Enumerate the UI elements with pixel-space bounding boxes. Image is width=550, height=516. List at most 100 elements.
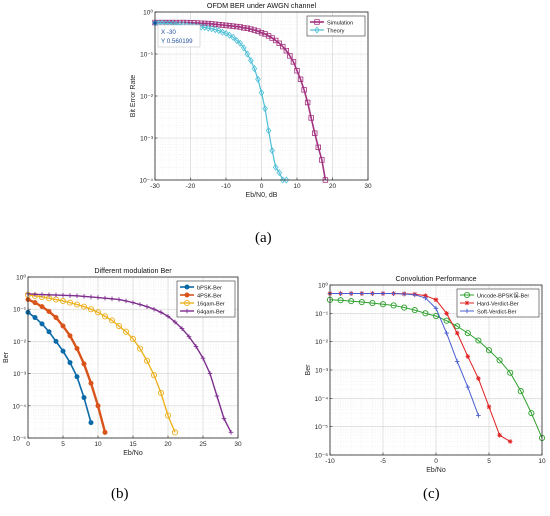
data-point [94,309,102,316]
data-point [74,346,80,352]
data-point [123,298,129,304]
datatip-anchor [153,21,157,25]
data-point [226,31,233,39]
data-point [46,329,52,335]
data-point [287,53,293,59]
x-tick-label: 5 [61,441,65,448]
data-point [129,335,137,342]
data-point [248,56,254,65]
data-point [465,354,471,359]
data-point [338,291,343,296]
data-point [226,23,233,29]
data-point [454,323,461,330]
caption-a: (a) [255,230,272,246]
x-tick-label: 0 [260,183,264,190]
x-tick-label: 30 [234,441,242,448]
data-point [150,372,158,379]
data-point [32,315,38,321]
data-point [179,326,185,331]
data-point [130,300,136,305]
y-tick-label: 10⁻⁴ [140,178,154,185]
x-tick-label: 10 [94,441,102,448]
data-point [230,23,236,29]
data-point [208,25,215,33]
legend-marker [184,284,190,290]
chart-title: Convolution Performance [395,274,476,283]
x-tick-label: -10 [325,458,335,465]
x-tick-label: 30 [364,183,372,190]
data-point [244,25,250,31]
data-point [241,25,247,31]
data-point [87,306,95,313]
data-point [465,384,471,390]
data-point [101,313,109,320]
x-tick-label: 0 [434,458,438,465]
y-tick-label: 10⁻¹ [315,311,329,318]
data-point [412,292,418,298]
data-point [39,292,45,297]
y-tick-label: 10⁻³ [140,136,154,143]
chart-a: -30 -20 -10 0 10 20 30 10⁻⁴ 10⁻³ 10⁻² 10⁻¹ 10⁰ OFDM … [130,1,372,199]
data-point [67,333,73,339]
data-point [272,163,279,171]
data-point [233,23,240,30]
data-point [276,40,282,46]
data-point [39,321,45,327]
series-4psk-ber [25,297,108,435]
legend-label: 16qam-Ber [197,301,225,307]
legend: bPSK-Ber 4PSK-Ber 16qam-Ber 64qam-Ber [176,280,236,318]
data-point [337,297,344,304]
data-point [200,355,206,361]
data-point [401,304,408,311]
data-point [464,330,471,337]
legend-marker [184,292,190,298]
data-point [60,293,66,298]
x-tick-label: -20 [186,183,196,190]
legend-label: Hard-Verdict-Ber [477,301,519,307]
data-point [88,380,94,386]
data-point [517,388,524,395]
y-tick-label: 10⁻³ [315,368,329,375]
data-point [476,376,481,381]
data-point [315,144,321,151]
y-tick-label: 10⁻² [315,339,329,346]
x-axis-label: Eb/N0, dB [246,192,278,199]
data-point [370,291,375,296]
data-point [237,24,243,30]
data-point [272,37,279,44]
data-point [67,293,73,298]
y-tick-label: 10⁻¹ [140,52,154,59]
legend-label: bPSK-Ber [197,285,222,291]
data-point [308,115,314,121]
legend-marker [183,299,191,307]
legend-marker [314,19,320,25]
chart-b: 0 5 10 15 20 25 30 10⁻⁵ 10⁻⁴ 10⁻³ 10⁻² 10⁻¹ 10⁰ Diffe… [3,266,242,457]
data-point [280,43,286,50]
data-point [223,29,229,37]
data-point [276,169,283,177]
data-point [223,22,229,29]
y-tick-label: 10⁻⁵ [315,424,329,431]
series-16qam-ber [24,291,179,436]
data-point [379,301,387,308]
data-point [433,306,439,311]
data-point [444,311,449,316]
data-point [60,323,66,329]
data-point [496,357,503,364]
data-point [486,404,492,410]
x-tick-label: -5 [380,458,386,465]
data-point [411,307,418,314]
data-point [422,310,429,317]
data-point [81,361,87,367]
caption-c: (c) [423,486,440,502]
y-tick-label: 10⁻² [13,339,27,346]
data-point [237,39,244,47]
y-tick-label: 10⁻⁵ [13,436,27,443]
data-point [158,310,164,315]
data-point [221,416,227,421]
legend: Uncode-BPSK误-Ber Hard-Verdict-Ber Soft-Ver… [456,288,540,318]
legend-label: Uncode-BPSK误-Ber [477,291,529,299]
data-point [122,328,130,335]
data-point [244,50,251,58]
